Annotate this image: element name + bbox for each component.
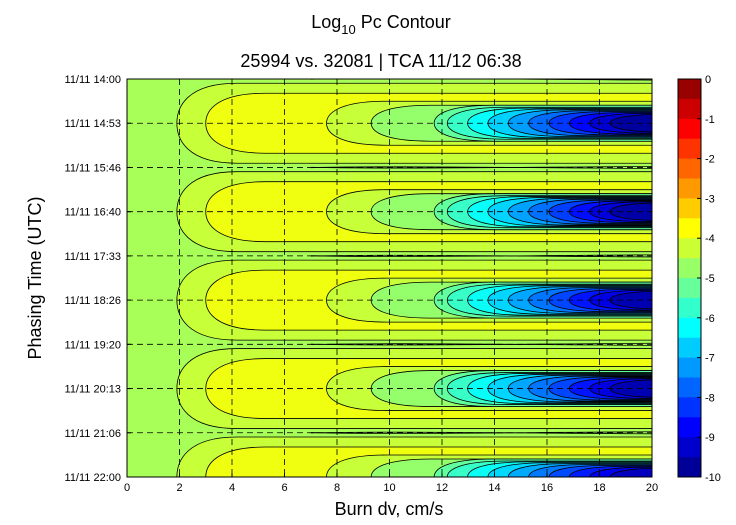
contour-line — [310, 254, 652, 258]
y-tick-label: 11/11 19:20 — [65, 339, 121, 351]
colorbar-band — [678, 218, 701, 239]
x-tick-label: 2 — [176, 482, 182, 494]
y-tick-label: 11/11 17:33 — [65, 251, 121, 263]
contour-line — [310, 254, 652, 257]
colorbar-band — [678, 297, 701, 319]
colorbar-band — [678, 377, 701, 398]
grid-lines — [127, 79, 652, 477]
y-tick-label: 11/11 16:40 — [65, 207, 121, 219]
colorbar-band — [678, 397, 701, 418]
colorbar-tick-label: -10 — [705, 472, 721, 484]
colorbar-tick-label: -8 — [705, 392, 715, 404]
colorbar-band — [678, 98, 701, 120]
y-axis-title: Phasing Time (UTC) — [25, 196, 45, 359]
contour-band — [609, 467, 652, 477]
colorbar-band — [678, 317, 701, 339]
y-tick-label: 11/11 18:26 — [65, 295, 121, 307]
colorbar-band — [678, 178, 701, 199]
colorbar-band — [678, 118, 701, 140]
x-tick-label: 20 — [646, 482, 658, 494]
colorbar-tick-label: -3 — [705, 193, 715, 205]
x-tick-label: 18 — [593, 482, 605, 494]
y-tick-label: 11/11 15:46 — [65, 162, 121, 174]
chart-title-sub: 10 — [341, 22, 355, 37]
x-tick-label: 4 — [229, 482, 235, 494]
colorbar-tick-label: -4 — [705, 233, 715, 245]
contour-line — [310, 79, 652, 81]
contour-line — [310, 343, 652, 346]
colorbar-tick-label: -7 — [705, 353, 715, 365]
y-tick-label: 11/11 14:00 — [65, 74, 121, 86]
x-tick-label: 6 — [281, 482, 287, 494]
contour-line — [310, 431, 652, 435]
y-tick-label: 11/11 14:53 — [65, 118, 121, 130]
contour-line — [310, 342, 652, 346]
x-axis-title: Burn dv, cm/s — [335, 499, 444, 519]
x-tick-label: 8 — [334, 482, 340, 494]
contour-line — [310, 431, 652, 434]
colorbar-band — [678, 258, 701, 279]
colorbar-band — [678, 138, 701, 160]
colorbar: 0 -1 -2 -3 -4 -5 -6 -7 -8 -9 -10 — [677, 74, 721, 484]
x-tick-label: 14 — [488, 482, 500, 494]
colorbar-band — [678, 158, 701, 179]
chart-subtitle: 25994 vs. 32081 | TCA 11/12 06:38 — [240, 51, 521, 71]
contour-line — [310, 165, 652, 169]
y-tick-label: 11/11 20:13 — [65, 384, 121, 396]
colorbar-band — [678, 337, 701, 359]
chart-title-main: Log — [311, 12, 341, 32]
chart-title-rest: Pc Contour — [356, 12, 451, 32]
x-tick-label: 12 — [436, 482, 448, 494]
colorbar-band — [678, 437, 701, 458]
colorbar-tick-label: -6 — [705, 313, 715, 325]
colorbar-band — [678, 238, 701, 259]
x-tick-label: 16 — [541, 482, 553, 494]
colorbar-band — [678, 198, 701, 219]
colorbar-tick-label: -9 — [705, 432, 715, 444]
contour-lobe — [176, 431, 682, 522]
y-tick-label: 11/11 21:06 — [65, 428, 121, 440]
contour-line — [310, 166, 652, 169]
colorbar-band — [678, 457, 701, 478]
colorbar-tick-label: -1 — [705, 114, 715, 126]
chart-title: Log10 Pc Contour — [311, 12, 451, 37]
colorbar-tick-label: -2 — [705, 154, 715, 166]
x-tick-label: 0 — [124, 482, 130, 494]
colorbar-tick-label: 0 — [705, 74, 711, 86]
colorbar-tick-label: -5 — [705, 273, 715, 285]
colorbar-band — [678, 278, 701, 299]
contour-layer — [176, 79, 682, 522]
x-tick-label: 10 — [383, 482, 395, 494]
y-tick-label: 11/11 22:00 — [65, 472, 121, 484]
colorbar-band — [678, 417, 701, 438]
y-axis: 11/11 14:00 11/11 14:53 11/11 15:46 11/11 1… — [65, 74, 131, 484]
colorbar-band — [678, 357, 701, 378]
colorbar-band — [678, 79, 701, 100]
contour-line — [311, 520, 682, 522]
x-axis: 0 2 4 6 8 10 12 14 16 18 20 — [124, 473, 658, 494]
